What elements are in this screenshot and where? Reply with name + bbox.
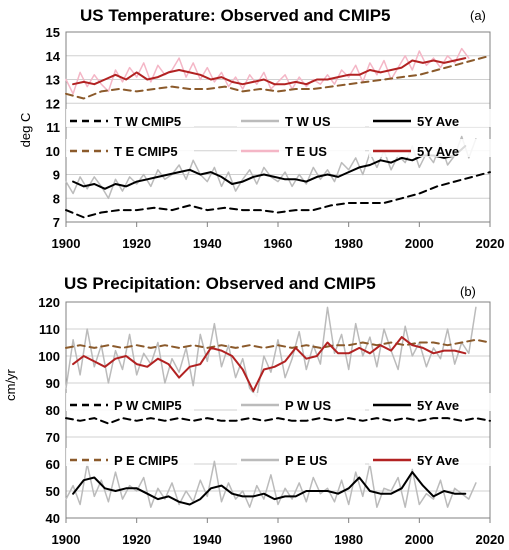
panel-a-y-tick-label: 13: [46, 73, 60, 88]
panel-a-legend-item: 5Y Ave: [369, 139, 497, 159]
panel-a-y-tick-label: 9: [53, 168, 60, 183]
panel-a-legend-background: [66, 139, 194, 157]
panel-a-y-tick-label: 11: [46, 120, 60, 135]
panel-a-legend-background: [237, 109, 365, 127]
panel-a-x-tick-label: 1920: [122, 236, 151, 251]
panel-a-legend-background: [369, 109, 497, 127]
panel-b-legend-label: P W CMIP5: [114, 398, 182, 413]
panel-a-y-tick-label: 12: [46, 96, 60, 111]
panel-a-y-tick-label: 7: [53, 215, 60, 230]
panel-b-ylabel: cm/yr: [3, 368, 18, 400]
panel-b-x-tick-label: 2000: [405, 532, 434, 547]
panel-b-y-tick-label: 90: [46, 376, 60, 391]
panel-a-x-tick-label: 1940: [193, 236, 222, 251]
panel-b-y-tick-label: 80: [46, 403, 60, 418]
panel-b-x-tick-label: 1920: [122, 532, 151, 547]
panel-a-y-tick-label: 14: [46, 49, 61, 64]
panel-a-legend-label: T E CMIP5: [114, 144, 178, 159]
panel-a-y-tick-label: 8: [53, 191, 60, 206]
panel-b-legend-background: [66, 448, 194, 466]
panel-b-y-tick-label: 70: [46, 430, 60, 445]
panel-a-legend-label: T W US: [285, 114, 331, 129]
panel-a-legend-item: T W US: [237, 109, 365, 129]
panel-a-x-tick-label: 1960: [264, 236, 293, 251]
panel-b-legend-background: [237, 393, 365, 411]
panel-b-y-tick-label: 100: [38, 349, 60, 364]
panel-b-legend-background: [66, 393, 194, 411]
panel-b-precipitation: US Precipitation: Observed and CMIP5 (b)…: [3, 274, 504, 547]
panel-a-title: US Temperature: Observed and CMIP5: [80, 6, 391, 25]
panel-b-plot-area: 40 50 60 70 80 90 100 110 120 1900 1920 1940 1960 198…: [38, 295, 504, 547]
panel-a-legend-item: T W CMIP5: [66, 109, 194, 129]
panel-b-legend-item: 5Y Ave: [369, 393, 497, 413]
panel-b-series-line-4: [65, 338, 491, 349]
panel-b-x-tick-label: 1960: [264, 532, 293, 547]
panel-a-legend-item: T E CMIP5: [66, 139, 194, 159]
panel-b-legend-label: 5Y Ave: [417, 398, 459, 413]
panel-b-legend-label: 5Y Ave: [417, 453, 459, 468]
panel-b-y-tick-label: 110: [39, 322, 60, 337]
panel-a-legend-label: 5Y Ave: [417, 114, 459, 129]
panel-b-series-line-1: [65, 417, 491, 425]
panel-b-legend-item: 5Y Ave: [369, 448, 497, 468]
panel-b-y-tick-label: 120: [38, 295, 60, 310]
panel-b-y-tick-label: 60: [46, 457, 60, 472]
panel-b-y-tick-label: 50: [46, 484, 60, 499]
panel-b-legend-item: P W US: [237, 393, 365, 413]
panel-b-x-tick-label: 2020: [476, 532, 505, 547]
panel-a-legend-label: T E US: [285, 144, 327, 159]
panel-a-ylabel: deg C: [18, 113, 33, 148]
panel-b-x-tick-label: 1980: [334, 532, 363, 547]
panel-a-x-tick-label: 1980: [334, 236, 363, 251]
panel-b-series-line-2: [65, 460, 477, 508]
panel-b-x-tick-label: 1940: [193, 532, 222, 547]
panel-a-legend-background: [66, 109, 194, 127]
panel-b-legend-item: P E US: [237, 448, 365, 468]
panel-b-series-line-6: [72, 336, 467, 393]
panel-a-x-tick-label: 2000: [405, 236, 434, 251]
panel-a-y-tick-label: 15: [46, 25, 60, 40]
panel-b-legend-label: P W US: [285, 398, 331, 413]
panel-b-title: US Precipitation: Observed and CMIP5: [64, 274, 376, 293]
panel-b-label: (b): [460, 284, 476, 299]
panel-b-series-line-3: [72, 471, 467, 506]
panel-a-x-tick-label: 1900: [52, 236, 81, 251]
panel-a-series-line-4: [65, 54, 491, 100]
panel-a-plot-area: 7 8 9 10 11 12 13 14 15 1900 1920 1940 1960 1980 2000 2…: [46, 25, 505, 251]
panel-a-label: (a): [470, 8, 486, 23]
panel-a-temperature: US Temperature: Observed and CMIP5 (a) d…: [18, 6, 504, 251]
panel-a-legend-background: [237, 139, 365, 157]
panel-b-legend-background: [369, 448, 497, 466]
panel-a-y-tick-label: 10: [46, 144, 60, 159]
panel-b-x-tick-label: 1900: [52, 532, 81, 547]
panel-b-legend-item: P W CMIP5: [66, 393, 194, 413]
panel-a-series-line-1: [65, 171, 491, 219]
panel-a-legend-label: T W CMIP5: [114, 114, 181, 129]
panel-b-legend-item: P E CMIP5: [66, 448, 194, 468]
panel-a-x-tick-label: 2020: [476, 236, 505, 251]
panel-a-legend-background: [369, 139, 497, 157]
panel-a-series-line-6: [72, 57, 467, 86]
panel-b-legend-label: P E US: [285, 453, 328, 468]
panel-b-legend-background: [237, 448, 365, 466]
panel-b-legend-label: P E CMIP5: [114, 453, 178, 468]
panel-b-legend-background: [369, 393, 497, 411]
panel-b-y-tick-label: 40: [46, 511, 60, 526]
panel-a-legend-item: T E US: [237, 139, 365, 159]
panel-a-legend-item: 5Y Ave: [369, 109, 497, 129]
panel-a-series-line-3: [72, 145, 467, 190]
panel-a-legend-label: 5Y Ave: [417, 144, 459, 159]
